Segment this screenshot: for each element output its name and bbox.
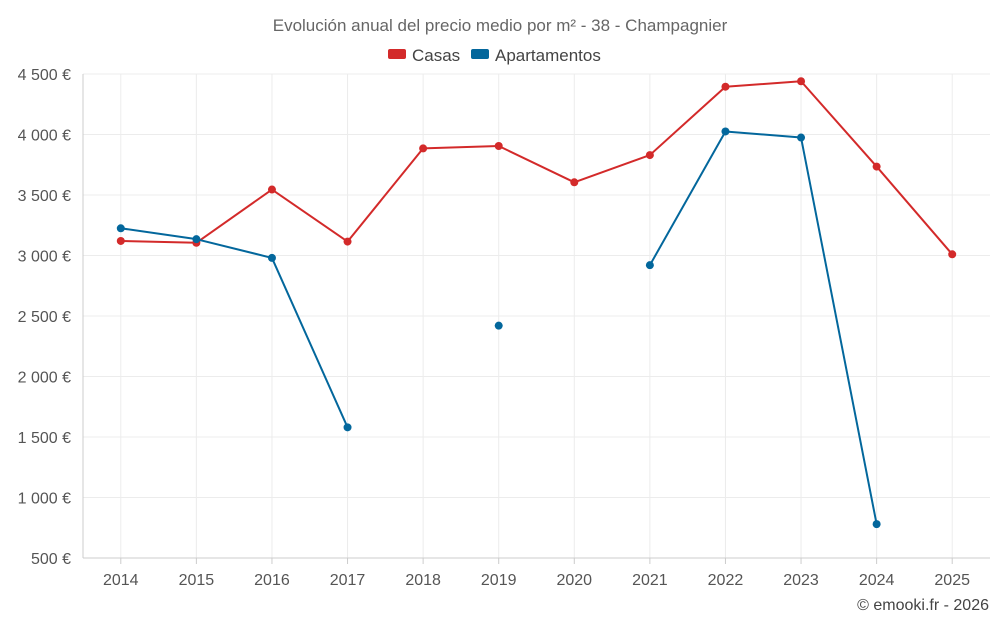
data-point-casas-2017[interactable] <box>343 237 352 246</box>
data-point-apartamentos-2015[interactable] <box>192 235 201 244</box>
y-tick-label: 2 500 € <box>18 309 71 326</box>
data-point-casas-2024[interactable] <box>872 162 881 171</box>
legend-swatch-apartamentos <box>471 49 489 59</box>
y-tick-label: 4 500 € <box>18 67 71 84</box>
data-point-casas-2020[interactable] <box>570 178 579 187</box>
x-tick-label: 2020 <box>556 572 592 589</box>
data-point-casas-2022[interactable] <box>721 82 730 91</box>
y-tick-label: 1 500 € <box>18 430 71 447</box>
y-tick-label: 3 000 € <box>18 249 71 266</box>
series-line-apartamentos <box>649 130 878 525</box>
y-tick-label: 3 500 € <box>18 188 71 205</box>
y-tick-label: 1 000 € <box>18 491 71 508</box>
data-point-apartamentos-2014[interactable] <box>116 224 125 233</box>
series-line-casas <box>120 80 953 255</box>
data-point-casas-2023[interactable] <box>797 77 806 86</box>
x-tick-label: 2021 <box>632 572 668 589</box>
legend-swatch-casas <box>388 49 406 59</box>
gridlines <box>83 73 990 558</box>
data-point-apartamentos-2016[interactable] <box>267 253 276 262</box>
series-line-apartamentos <box>120 227 349 428</box>
x-tick-label: 2024 <box>859 572 895 589</box>
data-point-casas-2016[interactable] <box>267 185 276 194</box>
x-tick-label: 2022 <box>708 572 744 589</box>
x-tick-label: 2015 <box>179 572 215 589</box>
legend-item-casas[interactable]: Casas <box>388 46 460 65</box>
data-point-casas-2018[interactable] <box>419 144 428 153</box>
y-tick-label: 4 000 € <box>18 128 71 145</box>
x-tick-label: 2017 <box>330 572 366 589</box>
x-tick-label: 2025 <box>934 572 970 589</box>
y-tick-label: 2 000 € <box>18 370 71 387</box>
series-apartamentos <box>116 127 881 529</box>
y-tick-label: 500 € <box>31 551 71 568</box>
data-point-apartamentos-2023[interactable] <box>797 133 806 142</box>
axes: 500 € 1 000 € 1 500 € 2 000 € 2 500 € 3 000 €… <box>18 67 990 589</box>
series-casas <box>116 77 957 259</box>
data-point-casas-2014[interactable] <box>116 236 125 245</box>
series <box>116 77 957 529</box>
legend-item-apartamentos[interactable]: Apartamentos <box>471 46 601 65</box>
data-point-apartamentos-2022[interactable] <box>721 127 730 136</box>
chart-title: Evolución anual del precio medio por m² … <box>273 16 728 35</box>
data-point-apartamentos-2019[interactable] <box>494 321 503 330</box>
x-tick-label: 2014 <box>103 572 139 589</box>
data-point-apartamentos-2024[interactable] <box>872 520 881 529</box>
data-point-casas-2019[interactable] <box>494 141 503 150</box>
credit-text: © emooki.fr - 2026 <box>857 597 989 614</box>
data-point-apartamentos-2017[interactable] <box>343 423 352 432</box>
x-tick-label: 2018 <box>405 572 441 589</box>
data-point-apartamentos-2021[interactable] <box>645 261 654 270</box>
legend-label-apartamentos: Apartamentos <box>495 46 601 65</box>
x-tick-label: 2019 <box>481 572 517 589</box>
data-point-casas-2025[interactable] <box>948 250 957 259</box>
legend: Casas Apartamentos <box>388 46 601 65</box>
x-tick-label: 2016 <box>254 572 290 589</box>
x-tick-label: 2023 <box>783 572 819 589</box>
legend-label-casas: Casas <box>412 46 460 65</box>
data-point-casas-2021[interactable] <box>645 151 654 160</box>
